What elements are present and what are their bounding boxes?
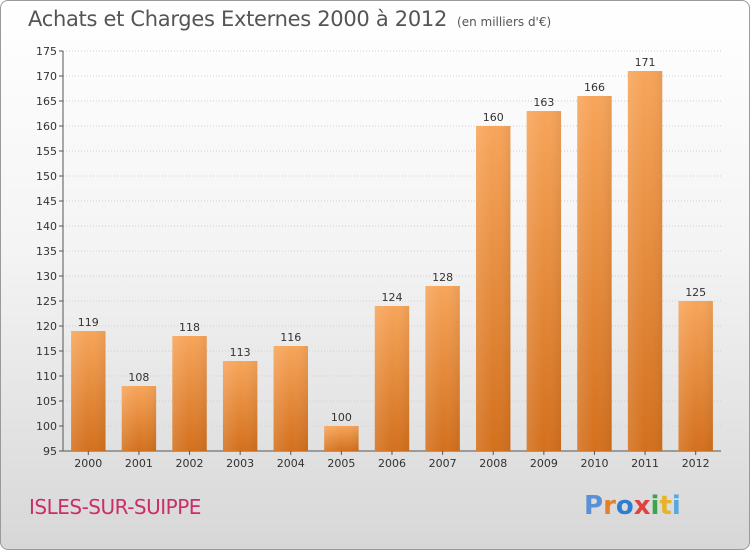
x-tick-label: 2004 <box>277 457 305 470</box>
y-tick-label: 155 <box>36 145 57 158</box>
bar-value-label: 116 <box>280 331 301 344</box>
x-tick-label: 2011 <box>631 457 659 470</box>
x-tick-label: 2009 <box>530 457 558 470</box>
x-tick-label: 2012 <box>682 457 710 470</box>
bar-value-label: 118 <box>179 321 200 334</box>
y-tick-label: 105 <box>36 395 57 408</box>
y-tick-label: 135 <box>36 245 57 258</box>
bar-shade <box>526 111 562 451</box>
bar-shade <box>71 331 106 451</box>
y-tick-label: 130 <box>36 270 57 283</box>
bar-shade <box>121 386 157 451</box>
y-tick-label: 120 <box>36 320 57 333</box>
y-tick-label: 95 <box>43 445 57 458</box>
bar-value-label: 166 <box>584 81 605 94</box>
bar-value-label: 119 <box>78 316 99 329</box>
x-tick-label: 2006 <box>378 457 406 470</box>
unit-label: (en milliers d'€) <box>457 15 552 29</box>
y-tick-label: 110 <box>36 370 57 383</box>
proxiti-logo: Proxiti <box>584 491 681 521</box>
x-tick-label: 2010 <box>580 457 608 470</box>
bar-value-label: 171 <box>635 56 656 69</box>
bar-shade <box>324 426 359 451</box>
bar-value-label: 108 <box>128 371 149 384</box>
bar-shade <box>476 126 511 451</box>
bar-shade <box>222 361 258 451</box>
x-tick-label: 2008 <box>479 457 507 470</box>
y-tick-label: 160 <box>36 120 57 133</box>
chart-title: Achats et Charges Externes 2000 à 2012 (e… <box>28 7 551 31</box>
bar-shade <box>374 306 410 451</box>
bar-value-label: 160 <box>483 111 504 124</box>
y-tick-label: 115 <box>36 345 57 358</box>
commune-name: ISLES-SUR-SUIPPE <box>29 495 201 519</box>
y-tick-label: 150 <box>36 170 57 183</box>
x-tick-label: 2005 <box>327 457 355 470</box>
bar-value-label: 113 <box>230 346 251 359</box>
bar-value-label: 128 <box>432 271 453 284</box>
bar-shade <box>273 346 308 451</box>
x-tick-label: 2007 <box>429 457 457 470</box>
y-tick-label: 100 <box>36 420 57 433</box>
y-tick-label: 140 <box>36 220 57 233</box>
bar-value-label: 163 <box>533 96 554 109</box>
y-tick-label: 125 <box>36 295 57 308</box>
y-tick-label: 145 <box>36 195 57 208</box>
y-tick-label: 170 <box>36 70 57 83</box>
bar-value-label: 100 <box>331 411 352 424</box>
y-tick-label: 165 <box>36 95 57 108</box>
bar-shade <box>627 71 663 451</box>
y-tick-label: 175 <box>36 45 57 58</box>
x-tick-label: 2003 <box>226 457 254 470</box>
bar-shade <box>425 286 460 451</box>
bar-shade <box>172 336 207 451</box>
x-tick-label: 2002 <box>176 457 204 470</box>
x-tick-label: 2000 <box>74 457 102 470</box>
bar-shade <box>678 301 713 451</box>
bar-value-label: 125 <box>685 286 706 299</box>
x-tick-label: 2001 <box>125 457 153 470</box>
bar-value-label: 124 <box>382 291 403 304</box>
bar-shade <box>577 96 612 451</box>
title-text: Achats et Charges Externes 2000 à 2012 <box>28 7 448 31</box>
